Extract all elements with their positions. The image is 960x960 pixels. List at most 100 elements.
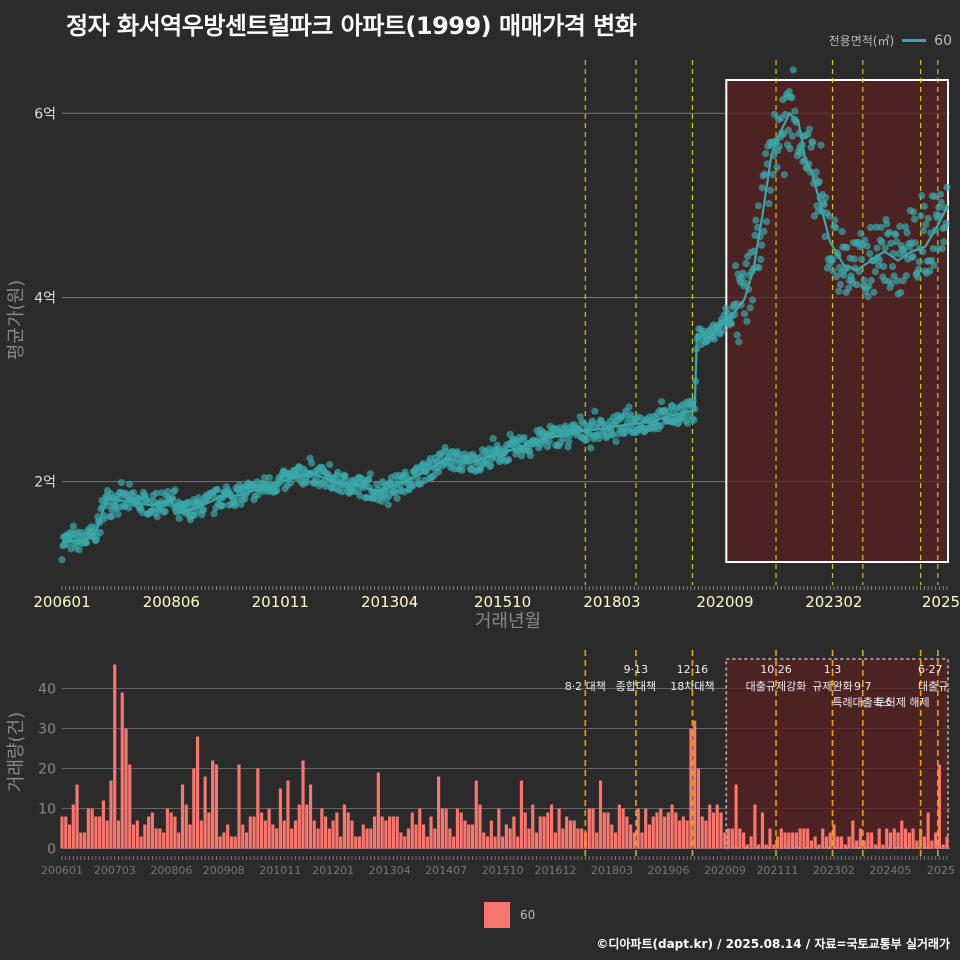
volume-bar	[824, 836, 829, 849]
volume-bar	[858, 828, 862, 849]
volume-bar	[749, 836, 753, 849]
price-point	[58, 556, 66, 564]
price-point	[520, 433, 528, 442]
price-point	[937, 198, 945, 206]
volume-bar	[365, 828, 369, 849]
price-point	[896, 222, 904, 231]
price-x-tick-label: 201510	[474, 593, 531, 611]
price-point	[727, 320, 736, 328]
price-point	[909, 252, 917, 261]
volume-bar	[308, 784, 313, 849]
price-y-axis-title: 평균가(원)	[6, 280, 27, 360]
volume-y-axis-title: 거래량(건)	[6, 712, 27, 792]
price-point	[356, 492, 364, 500]
price-point	[544, 443, 552, 451]
price-panel: 2억 4억 6억 200601 200806 201011 201304 201510 2018…	[6, 60, 960, 632]
price-point	[919, 248, 927, 256]
volume-bar	[708, 804, 712, 849]
volume-bar	[380, 816, 384, 849]
volume-bar	[662, 816, 667, 849]
source-caption: ©디아파트(dapt.kr) / 2025.08.14 / 자료=국토교통부 실…	[596, 937, 950, 951]
volume-bar	[783, 832, 787, 849]
volume-bar	[154, 828, 158, 849]
volume-bar	[229, 836, 234, 849]
price-point	[871, 268, 880, 276]
volume-bar	[105, 820, 109, 849]
price-point	[710, 335, 718, 343]
volume-bar	[862, 840, 866, 849]
price-point	[754, 202, 762, 210]
price-point	[850, 255, 858, 263]
price-point	[892, 238, 901, 246]
volume-bar	[474, 780, 478, 849]
price-point	[892, 231, 900, 239]
price-point	[384, 501, 392, 509]
volume-bar	[150, 812, 154, 849]
volume-bar	[248, 816, 252, 849]
volume-bar	[263, 820, 267, 849]
price-point	[844, 284, 853, 292]
volume-x-tick-label: 201612	[534, 864, 576, 877]
price-y-tick-label: 2억	[34, 475, 56, 491]
price-point	[213, 485, 221, 493]
volume-bar	[71, 804, 75, 849]
price-point	[114, 510, 122, 518]
price-point	[780, 171, 788, 179]
volume-bar	[775, 836, 780, 849]
price-point	[265, 473, 274, 482]
price-point	[828, 256, 836, 264]
volume-bar	[98, 816, 102, 849]
price-point	[789, 66, 797, 74]
volume-bar	[636, 808, 640, 849]
price-point	[881, 244, 889, 252]
price-point	[924, 214, 932, 222]
volume-bar	[553, 832, 557, 849]
volume-bar	[233, 836, 237, 849]
price-x-tick-label: 200806	[143, 593, 200, 611]
price-point	[821, 232, 829, 241]
volume-bar	[817, 844, 821, 849]
price-point	[125, 480, 134, 488]
volume-bar	[678, 820, 682, 849]
volume-bar	[945, 836, 949, 849]
price-point	[863, 242, 871, 250]
price-point	[308, 459, 316, 467]
price-point	[506, 430, 514, 438]
volume-bar	[907, 832, 911, 849]
volume-bar	[143, 824, 147, 849]
price-point	[591, 407, 599, 415]
volume-bar	[839, 836, 844, 849]
price-point	[741, 279, 749, 287]
price-point	[458, 466, 466, 474]
volume-bar	[158, 828, 162, 849]
volume-bar	[595, 832, 599, 849]
price-point	[914, 273, 922, 281]
price-point	[526, 452, 535, 460]
volume-bar	[403, 836, 407, 849]
volume-bar	[391, 816, 395, 849]
price-point	[766, 186, 775, 194]
volume-bar	[429, 816, 433, 849]
price-point	[733, 331, 741, 339]
volume-bar	[493, 836, 497, 849]
policy-annotation: 종합대책	[616, 680, 656, 693]
price-point	[931, 192, 939, 200]
volume-bar	[101, 800, 106, 849]
price-x-tick-label: 201304	[361, 593, 418, 611]
price-point	[936, 190, 945, 199]
volume-bar	[282, 820, 286, 849]
volume-bar	[455, 808, 460, 849]
volume-bar	[659, 808, 663, 849]
volume-bar	[719, 812, 723, 849]
volume-bar	[549, 804, 554, 849]
price-point	[565, 438, 573, 446]
volume-bar	[768, 828, 772, 849]
volume-bar	[410, 812, 414, 849]
price-x-axis-title: 거래년월	[475, 611, 541, 632]
volume-bar	[113, 664, 117, 849]
volume-bar	[881, 844, 885, 849]
price-point	[918, 192, 926, 200]
volume-bar	[568, 820, 572, 849]
price-point	[914, 265, 923, 273]
price-point	[885, 229, 893, 237]
